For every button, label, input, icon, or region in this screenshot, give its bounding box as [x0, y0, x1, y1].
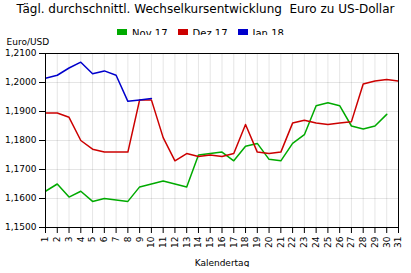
svg-text:12: 12 — [170, 237, 180, 248]
svg-text:22: 22 — [287, 237, 297, 248]
svg-text:19: 19 — [252, 236, 262, 248]
svg-text:3: 3 — [64, 237, 74, 243]
svg-text:30: 30 — [382, 236, 392, 248]
svg-text:6: 6 — [99, 236, 109, 242]
svg-text:27: 27 — [346, 237, 356, 248]
svg-text:24: 24 — [311, 236, 321, 248]
svg-text:1,1500: 1,1500 — [5, 222, 37, 232]
svg-text:20: 20 — [264, 236, 274, 248]
svg-text:23: 23 — [299, 237, 309, 248]
svg-text:21: 21 — [276, 237, 286, 248]
svg-text:16: 16 — [217, 236, 227, 248]
svg-text:15: 15 — [205, 237, 215, 248]
svg-text:1,2100: 1,2100 — [5, 48, 37, 58]
svg-text:14: 14 — [193, 236, 203, 248]
svg-text:1,1800: 1,1800 — [5, 135, 37, 145]
svg-text:Euro/USD: Euro/USD — [7, 37, 50, 47]
svg-text:29: 29 — [370, 236, 380, 248]
svg-text:13: 13 — [182, 237, 192, 248]
svg-text:1,1900: 1,1900 — [5, 106, 37, 116]
svg-text:9: 9 — [135, 236, 145, 242]
svg-text:31: 31 — [393, 237, 403, 248]
svg-text:11: 11 — [158, 237, 168, 248]
svg-text:1,2000: 1,2000 — [5, 77, 37, 87]
svg-text:7: 7 — [111, 237, 121, 243]
svg-text:4: 4 — [76, 236, 86, 242]
html-text:Tägl. durchschnittl. Wechselku: Tägl. durchschnittl. Wechselkursentwickl… — [16, 2, 395, 16]
svg-text:8: 8 — [123, 236, 133, 242]
svg-text:28: 28 — [358, 236, 368, 248]
svg-text:17: 17 — [229, 237, 239, 248]
svg-text:1,1700: 1,1700 — [5, 164, 37, 174]
svg-text:Kalendertag: Kalendertag — [195, 258, 250, 268]
svg-text:2: 2 — [52, 237, 62, 243]
svg-text:5: 5 — [87, 237, 97, 243]
svg-text:10: 10 — [146, 236, 156, 248]
svg-text:26: 26 — [335, 236, 345, 248]
svg-text:18: 18 — [240, 236, 250, 248]
svg-text:1,1600: 1,1600 — [5, 193, 37, 203]
svg-text:1: 1 — [40, 237, 50, 243]
svg-text:25: 25 — [323, 237, 333, 248]
